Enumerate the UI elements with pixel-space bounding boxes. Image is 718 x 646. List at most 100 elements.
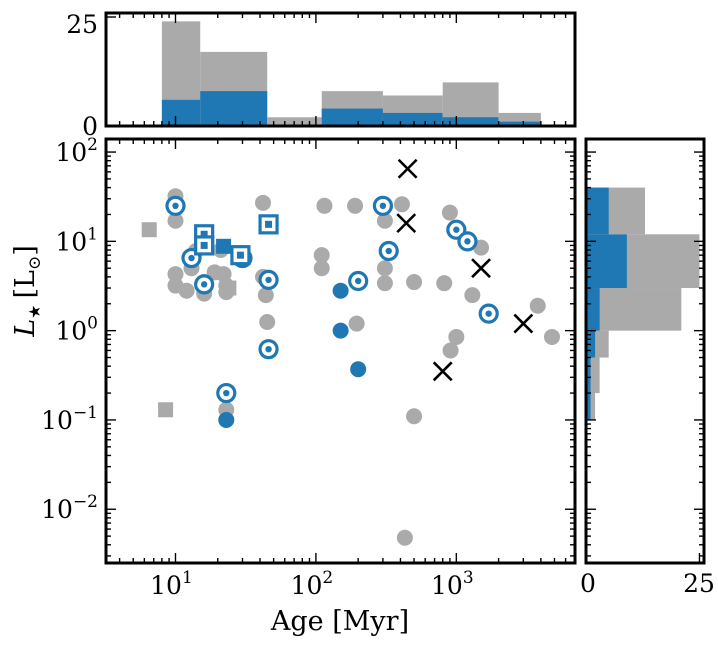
blue-ring-circles-point-11 <box>457 231 478 252</box>
x-tick-label-2: 103 <box>431 568 474 600</box>
y-axis-label-sub: ★ <box>25 304 44 318</box>
gray-circles-point-4 <box>178 282 195 299</box>
blue-ring-circles-point-9-center <box>385 247 392 255</box>
main-scatter-frame <box>104 137 577 565</box>
top-hist-blue-bar-6 <box>498 121 541 126</box>
gray-circles-point-20 <box>313 260 330 277</box>
blue-dots-point-3 <box>350 361 367 378</box>
blue-ring-circles-point-0 <box>165 195 186 216</box>
y-axis-label: L★ [L⊙] <box>10 245 45 338</box>
blue-solid-squares-point-0 <box>216 238 232 254</box>
top-hist-blue-bar-3 <box>321 108 383 126</box>
gray-circles-point-26 <box>376 275 393 292</box>
blue-ring-circles-point-2 <box>194 274 215 295</box>
right-hist-gray-bar-3 <box>586 288 682 331</box>
y-axis-label-sun: ⊙ <box>25 256 45 270</box>
gray-circles-point-33 <box>448 328 465 345</box>
top-hist-blue-bar-1 <box>200 91 268 126</box>
gray-circles-point-18 <box>259 313 276 330</box>
gray-squares-point-1 <box>158 402 174 418</box>
gray-circles-point-30 <box>436 275 453 292</box>
gray-circles-point-15 <box>255 194 272 211</box>
gray-circles-point-24 <box>376 212 393 229</box>
right-luminosity-histogram: 0 25 <box>580 137 715 598</box>
gray-circles-point-27 <box>393 196 410 213</box>
blue-ring-squares-point-3-center <box>265 220 273 228</box>
gray-circles-point-22 <box>347 197 364 214</box>
gray-circles-point-28 <box>406 274 423 291</box>
right-histogram-frame <box>584 137 706 565</box>
blue-ring-circles-point-6-center <box>223 389 230 397</box>
gray-circles-point-32 <box>442 342 459 359</box>
right-hist-blue-bar-3 <box>586 288 600 331</box>
top-ytick-label-25: 25 <box>66 10 98 39</box>
blue-ring-circles-point-10-center <box>453 226 460 233</box>
right-hist-blue-bar-1 <box>586 357 591 394</box>
x-axis-label: Age [Myr] <box>270 606 409 637</box>
x-tick-label-1: 102 <box>291 568 334 600</box>
blue-ring-squares-point-3 <box>258 214 279 235</box>
y-axis-label-unit: [L <box>10 270 41 299</box>
y-axis-label-close: ] <box>10 245 41 256</box>
x-tick-label-0: 101 <box>150 568 193 600</box>
right-hist-blue-bar-5 <box>586 187 609 235</box>
gray-circles-point-31 <box>441 204 458 221</box>
blue-ring-circles-point-0-center <box>172 202 179 210</box>
gray-circles-point-36 <box>529 297 546 314</box>
gray-circles-point-19 <box>313 247 330 264</box>
blue-ring-circles-point-7-center <box>354 277 362 285</box>
top-histogram-frame <box>104 11 577 128</box>
y-tick-label-4: 102 <box>55 135 98 167</box>
blue-ring-circles-point-8 <box>372 195 394 216</box>
gray-circles-point-37 <box>543 328 560 345</box>
blue-ring-squares-point-1 <box>194 235 215 256</box>
blue-ring-circles-point-12-center <box>485 310 492 317</box>
top-hist-blue-bar-4 <box>382 112 443 126</box>
top-hist-blue-bar-0 <box>161 99 201 126</box>
black-crosses-point-0 <box>397 158 418 179</box>
blue-ring-circles-point-1-center <box>188 254 195 262</box>
black-crosses-point-2 <box>432 361 453 382</box>
gray-circles-point-34 <box>464 287 481 304</box>
black-crosses-point-1 <box>396 213 417 234</box>
gray-circles-point-17 <box>257 287 274 304</box>
gray-circles-point-23 <box>348 315 365 332</box>
gray-squares-point-2 <box>221 280 237 296</box>
blue-ring-circles-point-5-center <box>265 345 272 353</box>
blue-ring-circles-point-6 <box>216 382 237 404</box>
main-scatter-panel: 101 102 103 10−2 10−1 100 101 102 Age [Myr] L★… <box>10 135 577 637</box>
gray-squares-point-0 <box>141 222 157 238</box>
blue-ring-squares-point-2 <box>230 245 251 266</box>
blue-ring-squares-point-0-center <box>200 230 208 238</box>
y-tick-label-1: 10−1 <box>41 403 98 435</box>
blue-ring-circles-point-4-center <box>265 276 272 284</box>
right-hist-blue-bar-0 <box>586 393 591 420</box>
blue-dots-point-2 <box>332 322 349 339</box>
right-hist-blue-bar-4 <box>586 234 627 289</box>
gray-circles-point-25 <box>376 260 393 277</box>
gray-circles-point-29 <box>406 408 423 425</box>
y-tick-label-3: 101 <box>55 224 98 256</box>
blue-ring-circles-point-5 <box>258 339 279 360</box>
top-age-histogram: 25 0 <box>66 10 577 141</box>
blue-ring-circles-point-7 <box>348 270 369 292</box>
blue-ring-circles-point-11-center <box>464 238 471 245</box>
gray-circles-point-38 <box>396 529 413 546</box>
right-xtick-label-25: 25 <box>683 569 715 598</box>
blue-ring-circles-point-12 <box>478 303 499 324</box>
gray-circles-point-1 <box>167 212 184 229</box>
gray-circles-point-2 <box>167 266 184 283</box>
blue-ring-circles-point-4 <box>258 269 279 291</box>
blue-ring-squares-point-1-center <box>200 241 208 249</box>
blue-ring-circles-point-9 <box>378 240 399 262</box>
y-axis-label-main: L <box>10 319 41 338</box>
blue-dots-point-0 <box>218 411 235 428</box>
right-xtick-label-0: 0 <box>580 569 596 598</box>
black-crosses-point-4 <box>513 313 534 334</box>
y-tick-label-0: 10−2 <box>41 492 98 524</box>
top-ytick-label-0: 0 <box>82 112 98 141</box>
blue-ring-squares-point-2-center <box>236 251 244 259</box>
blue-ring-circles-point-2-center <box>200 281 208 288</box>
blue-dots-point-1 <box>332 282 349 299</box>
